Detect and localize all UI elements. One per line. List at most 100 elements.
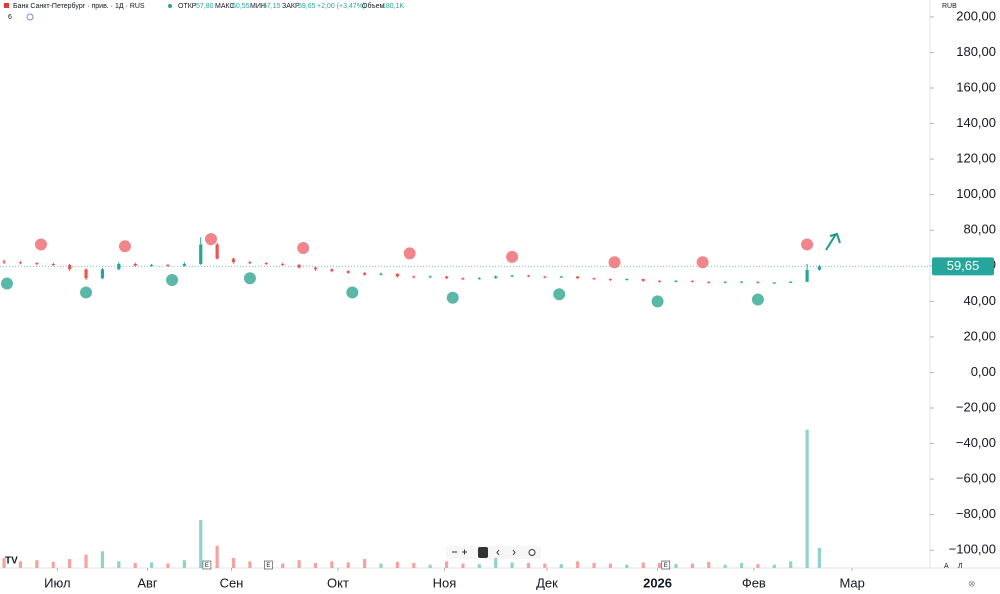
x-tick-label: Авг bbox=[137, 575, 158, 590]
logo: TV bbox=[5, 556, 18, 567]
candle-body bbox=[625, 279, 629, 281]
volume-bar bbox=[559, 564, 563, 568]
candle-body bbox=[592, 278, 596, 280]
candle-body bbox=[84, 269, 88, 279]
candle-body bbox=[199, 244, 203, 264]
candle-body bbox=[100, 269, 105, 279]
volume-bar bbox=[477, 564, 481, 568]
buy-signal bbox=[0, 277, 13, 290]
x-tick-label: Ноя bbox=[433, 575, 457, 590]
toolbar-bg bbox=[446, 546, 541, 559]
earnings-marker bbox=[202, 560, 212, 570]
sell-signal bbox=[118, 240, 131, 253]
candle-body bbox=[182, 264, 186, 266]
candle-body bbox=[363, 272, 367, 275]
open-label: ОТКР bbox=[178, 3, 197, 10]
reset-button[interactable] bbox=[478, 547, 488, 558]
volume-bar bbox=[641, 562, 645, 568]
x-tick-label: Дек bbox=[536, 575, 558, 590]
sell-signal bbox=[297, 242, 310, 254]
volume-bar bbox=[215, 545, 219, 568]
y-tick-label: 40,00 bbox=[963, 293, 996, 308]
volume-bar bbox=[494, 557, 498, 568]
volume-bar bbox=[608, 563, 613, 568]
toolbar: TV ⊗ bbox=[5, 232, 976, 588]
candle-body bbox=[739, 281, 744, 283]
y-tick-label: 120,00 bbox=[956, 151, 996, 166]
candle-body bbox=[297, 264, 301, 268]
settings-icon[interactable]: ⊗ bbox=[968, 578, 976, 588]
candle-body bbox=[379, 273, 383, 275]
candle-body bbox=[576, 276, 580, 279]
volume-bar bbox=[510, 562, 514, 568]
volume-bar bbox=[805, 429, 809, 568]
symbol: Банк Санкт-Петербург · прив. · 1Д · RUS bbox=[13, 2, 145, 10]
candle-body bbox=[510, 275, 514, 277]
sell-signal bbox=[608, 256, 621, 269]
volume-bar bbox=[51, 561, 55, 568]
volume-bar bbox=[117, 561, 121, 568]
volume-bar bbox=[18, 561, 23, 568]
candle-body bbox=[658, 280, 662, 282]
candle-body bbox=[428, 276, 432, 278]
log-scale[interactable]: Л bbox=[958, 563, 963, 570]
candle-body bbox=[166, 264, 170, 266]
buy-signal bbox=[446, 291, 459, 304]
indicator-icon[interactable] bbox=[26, 13, 34, 21]
zoom-buttons[interactable] bbox=[452, 549, 516, 556]
candle-body bbox=[117, 264, 121, 270]
candle-body bbox=[18, 262, 23, 264]
buy-signal bbox=[243, 272, 256, 285]
candle-body bbox=[477, 278, 481, 280]
y-tick-label: −60,00 bbox=[956, 471, 996, 486]
buy-signal bbox=[651, 295, 664, 308]
volume-bar bbox=[543, 563, 547, 568]
earnings-marker bbox=[661, 560, 671, 570]
close: 59,65 bbox=[298, 3, 316, 10]
earnings-label: E bbox=[205, 563, 209, 569]
sell-signal bbox=[204, 233, 217, 246]
indicator-count[interactable]: 6 bbox=[8, 14, 12, 21]
volume-bar bbox=[363, 559, 367, 568]
candle-body bbox=[330, 269, 334, 272]
candle-body bbox=[313, 267, 318, 270]
refresh-button[interactable] bbox=[528, 549, 536, 556]
volume-bar bbox=[84, 554, 88, 568]
y-tick-label: 140,00 bbox=[956, 115, 996, 130]
volume-bar bbox=[817, 547, 821, 568]
x-tick-label: Окт bbox=[327, 575, 349, 590]
candle-body bbox=[346, 271, 350, 273]
volume-bar bbox=[772, 564, 776, 568]
y-tick-label: −20,00 bbox=[956, 399, 996, 414]
volume-bar bbox=[133, 562, 137, 568]
candle-body bbox=[494, 276, 498, 279]
volume-bar bbox=[346, 562, 350, 568]
low: 57,15 bbox=[263, 3, 281, 10]
volume-bar bbox=[428, 564, 432, 568]
buy-signal bbox=[346, 286, 359, 299]
header: Банк Санкт-Петербург · прив. · 1Д · RUS … bbox=[4, 2, 957, 21]
volume-bar bbox=[789, 561, 793, 568]
volume-bar bbox=[625, 564, 629, 568]
candle-body bbox=[444, 276, 449, 279]
volume-bar bbox=[526, 562, 531, 568]
close-label: ЗАКР bbox=[282, 3, 300, 10]
candle-body bbox=[2, 261, 6, 263]
candle-body bbox=[412, 276, 416, 278]
sell-signal bbox=[506, 250, 519, 263]
candle-body bbox=[707, 281, 711, 283]
y-tick-label: −80,00 bbox=[956, 506, 996, 521]
currency: RUB bbox=[942, 3, 957, 10]
last-price-tag-bg bbox=[932, 257, 994, 276]
sell-signal bbox=[801, 238, 814, 251]
auto-scale[interactable]: А bbox=[944, 563, 949, 570]
y-tick-label: 0,00 bbox=[971, 364, 996, 379]
x-tick-label: Мар bbox=[839, 575, 864, 590]
y-tick-label: 100,00 bbox=[956, 186, 996, 201]
y-tick-label: 180,00 bbox=[956, 44, 996, 59]
earnings-label: E bbox=[266, 563, 270, 569]
volume-bar bbox=[182, 560, 186, 568]
candle-body bbox=[559, 276, 563, 278]
x-tick-label: Июл bbox=[44, 575, 70, 590]
